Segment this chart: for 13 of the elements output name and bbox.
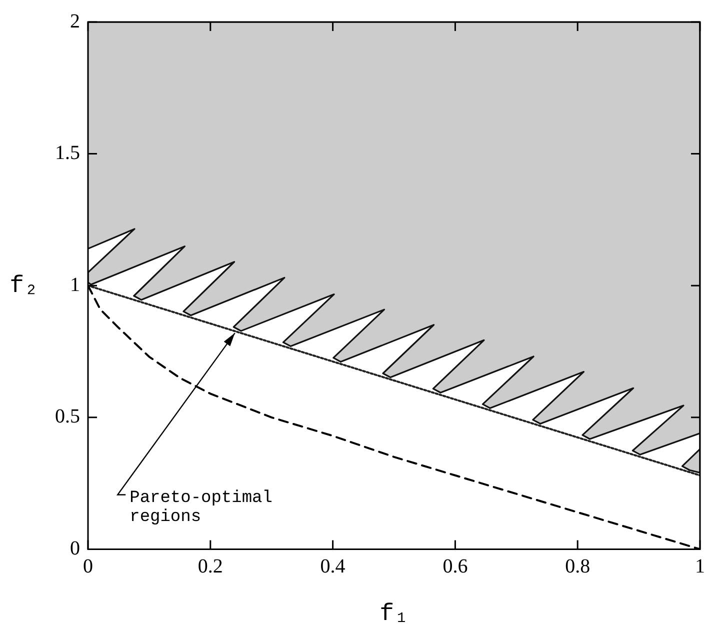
x-tick-label: 0.2	[198, 555, 223, 578]
y-tick-label: 2	[70, 10, 80, 32]
y-tick-label: 1.5	[55, 142, 80, 164]
annotation: Pareto-optimal regions	[130, 488, 272, 527]
x-tick-label: 1	[695, 555, 705, 578]
y-tick-label: 0.5	[55, 406, 80, 428]
x-axis-title: f₁	[380, 600, 408, 628]
x-tick-label: 0.4	[320, 555, 346, 578]
y-tick-label: 0	[70, 537, 80, 560]
y-axis-title: f₂	[10, 272, 38, 300]
x-tick-label: 0.6	[442, 555, 468, 578]
x-tick-label: 0.8	[565, 555, 590, 578]
y-tick-label: 1	[70, 274, 80, 296]
